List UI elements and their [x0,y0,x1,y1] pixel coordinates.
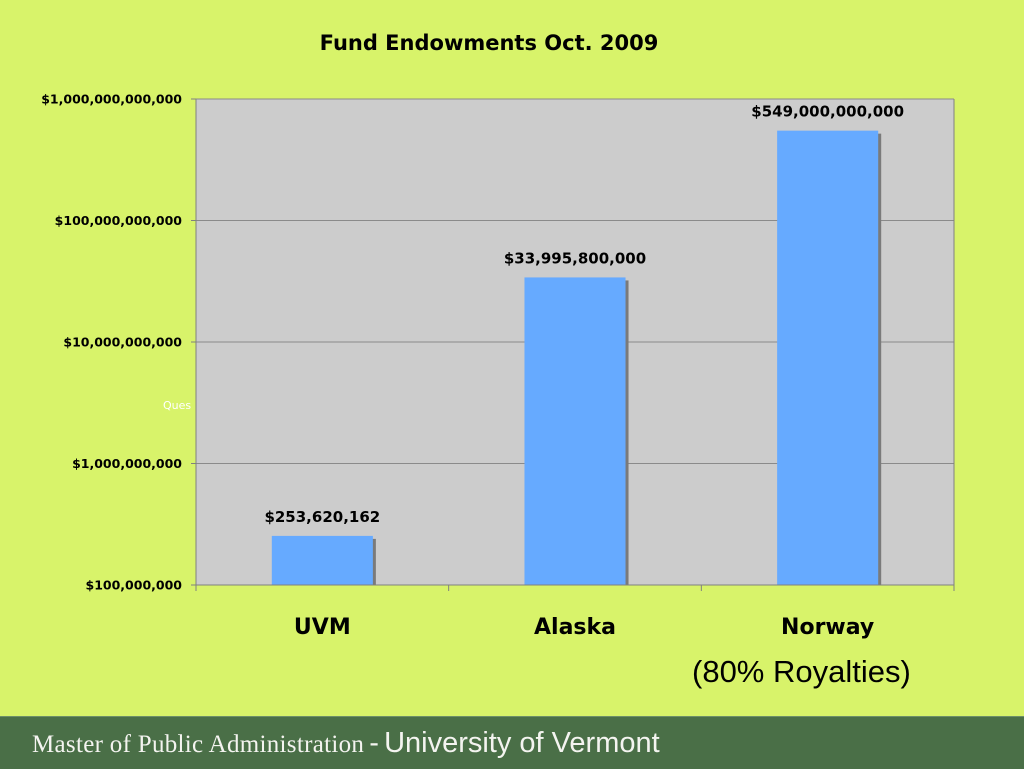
chart-title: Fund Endowments Oct. 2009 [320,31,659,55]
data-labels: $253,620,162 $33,995,800,000 $549,000,000,… [264,103,904,526]
data-label-uvm: $253,620,162 [264,508,380,526]
axes [191,98,955,591]
bar-norway [777,130,879,585]
data-label-norway: $549,000,000,000 [751,103,904,121]
bar-uvm [271,535,373,585]
footer-separator: - [369,727,379,759]
y-tick-label: $1,000,000,000,000 [41,92,182,107]
x-tick-labels: UVM Alaska Norway [294,615,874,640]
footer-program-name: Master of Public Administration [32,731,365,758]
endowment-bar-chart: Fund Endowments Oct. 2009 $100,000,000$1… [41,31,955,640]
x-tick-label-norway: Norway [781,615,874,640]
overlay-text-fragment: Ques [163,399,191,412]
footer-university-name: University of Vermont [384,727,660,759]
y-tick-label: $1,000,000,000 [72,456,182,471]
x-tick-label-uvm: UVM [294,615,351,640]
footer-bar: Master of Public Administration - Univer… [0,716,1024,769]
royalties-annotation: (80% Royalties) [692,654,911,689]
y-tick-label: $10,000,000,000 [63,335,182,350]
y-tick-label: $100,000,000,000 [55,213,183,228]
data-label-alaska: $33,995,800,000 [504,249,646,267]
bar-alaska [524,277,626,585]
y-tick-labels: $100,000,000 $1,000,000,000 $10,000,000,00… [41,92,182,593]
footer-text: Master of Public Administration - Univer… [32,727,660,760]
bars [271,130,879,585]
x-tick-label-alaska: Alaska [534,615,616,640]
y-tick-label: $100,000,000 [86,578,183,593]
